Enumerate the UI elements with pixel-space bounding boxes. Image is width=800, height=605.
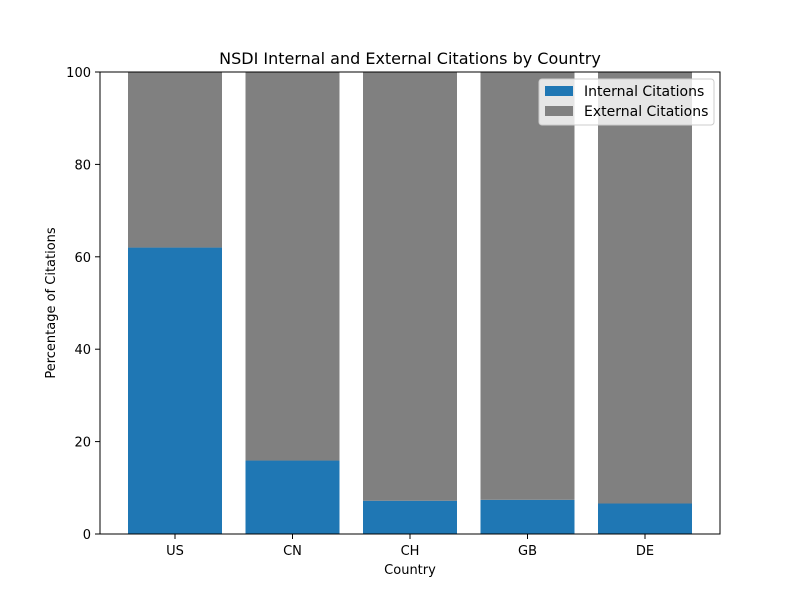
bars-layer (128, 72, 692, 534)
legend-label-external: External Citations (584, 104, 708, 120)
y-tick-label-100: 100 (66, 66, 91, 81)
bar-internal-gb (480, 499, 575, 534)
x-axis-label: Country (384, 563, 436, 578)
bar-external-ch (363, 72, 457, 501)
bar-internal-cn (245, 460, 340, 534)
x-tick-label-us: US (166, 544, 184, 559)
legend-swatch-internal (545, 86, 573, 96)
legend-swatch-external (545, 106, 573, 116)
y-tick-label-80: 80 (74, 158, 91, 173)
chart-title: NSDI Internal and External Citations by … (219, 49, 601, 68)
bar-external-gb (480, 72, 575, 500)
legend-frame (538, 78, 715, 126)
x-tick-label-de: DE (636, 544, 654, 559)
bar-external-cn (245, 72, 340, 461)
bar-external-us (128, 72, 222, 248)
y-tick-label-40: 40 (74, 343, 91, 358)
bar-external-de (598, 72, 692, 504)
plot-frame (99, 71, 721, 535)
y-tick-label-60: 60 (74, 251, 91, 266)
x-tick-label-cn: CN (283, 544, 302, 559)
legend-label-internal: Internal Citations (584, 84, 704, 100)
y-axis-label: Percentage of Citations (44, 227, 59, 379)
x-tick-label-ch: CH (401, 544, 420, 559)
x-tick-label-gb: GB (518, 544, 537, 559)
legend: Internal Citations External Citations (538, 78, 715, 126)
bar-internal-de (598, 503, 692, 534)
ticks-layer: US CN CH GB DE 0 20 40 60 80 100 (66, 66, 654, 559)
bar-internal-ch (363, 500, 457, 534)
y-tick-label-20: 20 (74, 436, 91, 451)
bar-internal-us (128, 247, 222, 534)
y-tick-label-0: 0 (83, 528, 91, 543)
